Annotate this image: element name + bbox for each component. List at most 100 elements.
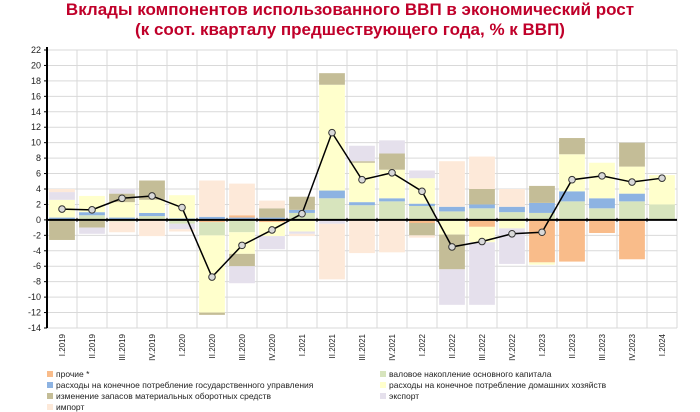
- y-tick-label: -4: [33, 246, 41, 256]
- x-tick-label: III.2023: [598, 333, 607, 360]
- bar-gfcf: [589, 208, 615, 220]
- bar-gfcf: [229, 219, 255, 233]
- bar-imp: [169, 229, 195, 232]
- gdp-point: [178, 203, 186, 212]
- bar-other: [619, 219, 645, 260]
- y-tick-label: 6: [36, 169, 41, 179]
- bar-other: [229, 215, 255, 218]
- gdp-point: [538, 228, 546, 237]
- bar-imp: [199, 180, 225, 217]
- bar-imp: [409, 235, 435, 238]
- bar-inv: [79, 219, 105, 228]
- legend-item: изменение запасов материальных оборотных…: [47, 391, 271, 401]
- gdp-point: [478, 237, 486, 246]
- x-tick-label: IV.2019: [148, 333, 157, 360]
- gdp-point: [118, 194, 126, 203]
- bar-gov: [469, 204, 495, 209]
- bar-hh: [559, 154, 585, 192]
- bar-inv: [349, 161, 375, 163]
- x-tick-label: II.2023: [568, 333, 577, 358]
- legend-label: изменение запасов материальных оборотных…: [56, 391, 272, 401]
- gdp-point: [598, 172, 606, 180]
- gdp-point: [208, 273, 216, 281]
- bar-gov: [199, 216, 225, 220]
- y-tick-label: -2: [33, 230, 41, 240]
- legend-swatch: [380, 393, 386, 399]
- x-tick-label: I.2022: [418, 333, 427, 356]
- bar-gov: [109, 217, 135, 220]
- x-tick-label: III.2020: [238, 333, 247, 360]
- y-tick-label: 2: [36, 199, 41, 209]
- bar-other: [199, 219, 225, 223]
- x-tick-label: IV.2021: [388, 333, 397, 360]
- bar-inv: [619, 142, 645, 167]
- bar-inv: [469, 189, 495, 205]
- bar-exp: [109, 189, 135, 194]
- bar-gov: [529, 202, 555, 213]
- bar-exp: [319, 219, 345, 224]
- y-tick-label: -12: [28, 308, 41, 318]
- x-tick-label: II.2019: [88, 333, 97, 358]
- bar-hh: [469, 226, 495, 243]
- bar-hh: [139, 199, 165, 213]
- legend-swatch: [380, 371, 386, 377]
- gdp-point: [238, 241, 246, 250]
- legend-swatch: [47, 393, 53, 399]
- bar-other: [589, 219, 615, 234]
- bar-other: [409, 219, 435, 223]
- legend-swatch: [47, 371, 53, 377]
- x-tick-label: I.2021: [298, 333, 307, 356]
- x-tick-label: I.2023: [538, 333, 547, 356]
- y-tick-label: 18: [31, 76, 41, 86]
- x-tick-label: I.2020: [178, 333, 187, 356]
- legend-swatch: [47, 404, 53, 410]
- bar-other: [469, 219, 495, 227]
- bar-exp: [349, 145, 375, 162]
- bar-gov: [379, 198, 405, 202]
- bar-hh: [319, 84, 345, 191]
- bar-gfcf: [79, 215, 105, 220]
- bar-imp: [139, 219, 165, 237]
- gdp-point: [148, 192, 156, 200]
- x-tick-label: III.2019: [118, 333, 127, 360]
- bar-imp: [499, 189, 525, 207]
- gdp-point: [508, 229, 516, 238]
- bar-other: [559, 219, 585, 262]
- bar-hh: [499, 219, 525, 229]
- legend-item: валовое накопление основного капитала: [380, 369, 551, 379]
- y-tick-label: -14: [28, 323, 41, 333]
- bar-inv: [529, 185, 555, 203]
- bar-imp: [349, 219, 375, 254]
- bar-inv: [289, 196, 315, 210]
- bar-hh: [289, 219, 315, 232]
- bar-gfcf: [409, 205, 435, 220]
- bar-inv: [199, 312, 225, 315]
- legend-item: экспорт: [380, 391, 419, 401]
- gdp-point: [358, 175, 366, 184]
- bar-inv: [379, 153, 405, 170]
- legend-label: прочие *: [56, 369, 90, 379]
- bar-gov: [79, 212, 105, 216]
- legend-label: расходы на конечное потребление государс…: [56, 380, 314, 390]
- bar-gfcf: [169, 219, 195, 224]
- bar-imp: [469, 156, 495, 189]
- bar-gov: [409, 203, 435, 206]
- gdp-point: [568, 175, 576, 184]
- bar-gfcf: [199, 222, 225, 236]
- gdp-point: [418, 187, 426, 196]
- bar-gfcf: [379, 201, 405, 220]
- y-tick-label: -6: [33, 261, 41, 271]
- gdp-point: [298, 209, 306, 218]
- bar-gfcf: [439, 211, 465, 220]
- legend-item: расходы на конечное потребление государс…: [47, 380, 313, 390]
- gdp-point: [58, 205, 66, 213]
- legend-label: экспорт: [389, 391, 420, 401]
- y-tick-label: -10: [28, 292, 41, 302]
- bar-imp: [439, 161, 465, 207]
- bar-inv: [559, 138, 585, 155]
- bar-hh: [529, 262, 555, 265]
- y-tick-label: 16: [31, 91, 41, 101]
- bar-exp: [379, 140, 405, 154]
- bar-gov: [499, 206, 525, 213]
